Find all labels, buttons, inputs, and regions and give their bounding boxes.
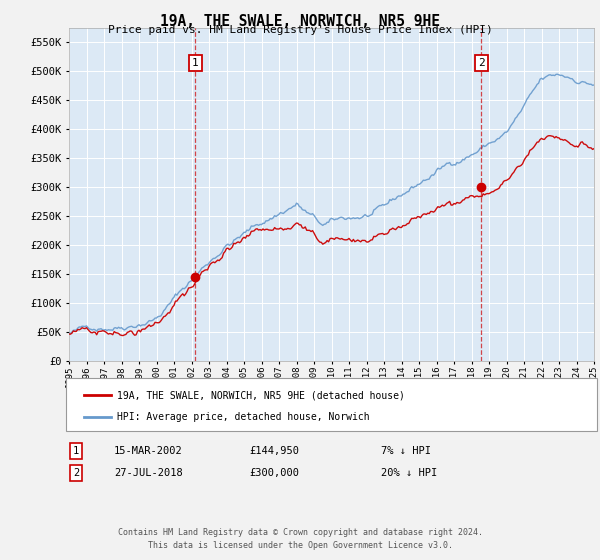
Text: £144,950: £144,950 [249, 446, 299, 456]
Text: 1: 1 [192, 58, 199, 68]
Text: HPI: Average price, detached house, Norwich: HPI: Average price, detached house, Norw… [117, 412, 370, 422]
Text: 20% ↓ HPI: 20% ↓ HPI [381, 468, 437, 478]
Text: 2: 2 [73, 468, 79, 478]
Text: 19A, THE SWALE, NORWICH, NR5 9HE: 19A, THE SWALE, NORWICH, NR5 9HE [160, 14, 440, 29]
Text: Price paid vs. HM Land Registry's House Price Index (HPI): Price paid vs. HM Land Registry's House … [107, 25, 493, 35]
Text: 7% ↓ HPI: 7% ↓ HPI [381, 446, 431, 456]
Text: This data is licensed under the Open Government Licence v3.0.: This data is licensed under the Open Gov… [148, 541, 452, 550]
Text: 2: 2 [478, 58, 485, 68]
Text: 1: 1 [73, 446, 79, 456]
Text: Contains HM Land Registry data © Crown copyright and database right 2024.: Contains HM Land Registry data © Crown c… [118, 528, 482, 537]
Text: 27-JUL-2018: 27-JUL-2018 [114, 468, 183, 478]
Text: £300,000: £300,000 [249, 468, 299, 478]
Text: 19A, THE SWALE, NORWICH, NR5 9HE (detached house): 19A, THE SWALE, NORWICH, NR5 9HE (detach… [117, 390, 405, 400]
Text: 15-MAR-2002: 15-MAR-2002 [114, 446, 183, 456]
